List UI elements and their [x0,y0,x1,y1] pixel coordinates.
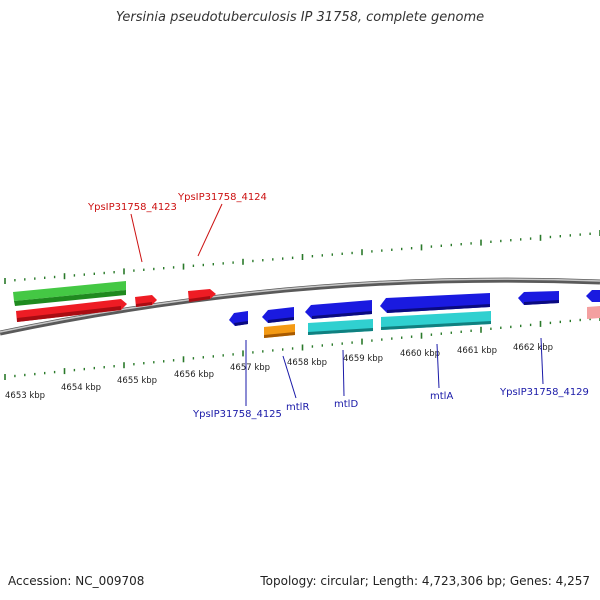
kbp-label: 4655 kbp [117,376,157,386]
gene-blue-mtla[interactable] [380,293,490,313]
gene-label-ypsip31758-4129[interactable]: YpsIP31758_4129 [499,387,589,398]
kbp-label: 4661 kbp [457,346,497,356]
kbp-label: 4654 kbp [61,383,101,393]
kbp-label: 4657 kbp [230,363,270,373]
gene-blue-edge[interactable] [586,290,600,302]
gene-red-4123-region[interactable] [16,299,127,322]
gene-blue-4129[interactable] [518,291,559,305]
gene-label-ypsip31758-4124[interactable]: YpsIP31758_4124 [177,192,267,203]
kbp-label: 4660 kbp [400,349,440,359]
gene-blue-4125[interactable] [229,311,248,326]
genome-stats-text: Topology: circular; Length: 4,723,306 bp… [260,574,590,588]
gene-label-mtlr[interactable]: mtlR [286,402,309,413]
region-cyan-mtla[interactable] [381,311,491,330]
kbp-scale-labels: 4653 kbp 4654 kbp 4655 kbp 4656 kbp 4657 kbp… [5,343,553,401]
region-cyan-mtld[interactable] [308,319,373,335]
gene-red-4124[interactable] [188,289,216,302]
upper-tick-track [4,230,600,284]
gene-label-ypsip31758-4123[interactable]: YpsIP31758_4123 [87,202,177,213]
gene-label-leaders [130,203,544,406]
gene-label-mtld[interactable]: mtlD [334,399,358,410]
kbp-label: 4653 kbp [5,391,45,401]
genome-backbone-highlight [0,278,600,333]
kbp-label: 4658 kbp [287,358,327,368]
lower-tick-track [4,315,600,380]
genome-title: Yersinia pseudotuberculosis IP 31758, co… [115,10,485,25]
region-orange[interactable] [264,324,295,338]
accession-text: Accession: NC_009708 [8,574,145,588]
genome-backbone [0,277,600,336]
kbp-label: 4659 kbp [343,354,383,364]
gene-blue-mtld[interactable] [305,300,372,319]
kbp-label: 4662 kbp [513,343,553,353]
gene-green-long[interactable] [13,281,126,306]
gene-label-ypsip31758-4125[interactable]: YpsIP31758_4125 [192,409,282,420]
kbp-label: 4656 kbp [174,370,214,380]
region-pink-edge[interactable] [587,306,600,319]
gene-blue-mtlr[interactable] [262,307,294,323]
gene-label-mtla[interactable]: mtlA [430,391,453,402]
gene-red-4123[interactable] [135,295,157,307]
